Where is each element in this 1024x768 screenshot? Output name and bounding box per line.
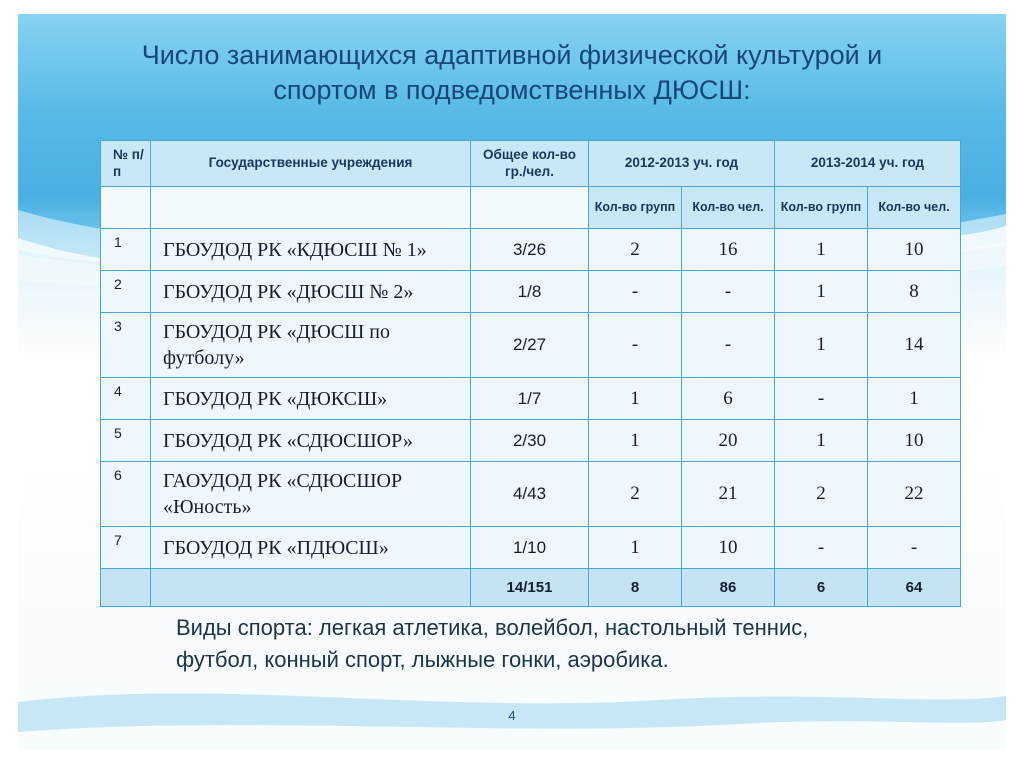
cell-overall: 2/30: [470, 419, 589, 462]
cell-total-groups-2012: 8: [588, 568, 682, 607]
cell-total-people-2012: 86: [681, 568, 775, 607]
cell-people-2013: 8: [867, 270, 961, 313]
cell-people-2012: 10: [681, 526, 775, 569]
cell-row-number: 6: [100, 461, 151, 527]
cell-overall: 4/43: [470, 461, 589, 527]
cell-institution: ГБОУДОД РК «КДЮСШ № 1»: [150, 228, 471, 271]
cell-groups-2013: 2: [774, 461, 868, 527]
cell-row-number: 4: [100, 377, 151, 420]
cell-institution: ГБОУДОД РК «ДЮСШ № 2»: [150, 270, 471, 313]
cell-groups-2012: 1: [588, 526, 682, 569]
cell-groups-2012: 2: [588, 461, 682, 527]
table-row: 4 ГБОУДОД РК «ДЮКСШ» 1/7 1 6 - 1: [100, 377, 961, 420]
cell-groups-2013: 1: [774, 312, 868, 378]
cell-people-2013: 14: [867, 312, 961, 378]
cell-total-people-2013: 64: [867, 568, 961, 607]
cell-people-2012: -: [681, 270, 775, 313]
cell-total-overall: 14/151: [470, 568, 589, 607]
cell-people-2012: 20: [681, 419, 775, 462]
cell-groups-2013: 1: [774, 228, 868, 271]
header-empty-cell: [470, 186, 589, 229]
cell-institution: ГАОУДОД РК «СДЮСШОР «Юность»: [150, 461, 471, 527]
cell-people-2013: 1: [867, 377, 961, 420]
cell-empty: [100, 568, 151, 607]
cell-people-2013: 22: [867, 461, 961, 527]
table-row: 1 ГБОУДОД РК «КДЮСШ № 1» 3/26 2 16 1 10: [100, 228, 961, 271]
cell-empty: [150, 568, 471, 607]
header-institution: Государственные учреждения: [150, 140, 471, 187]
cell-institution: ГБОУДОД РК «СДЮСШОР»: [150, 419, 471, 462]
cell-overall: 1/10: [470, 526, 589, 569]
page-number: 4: [508, 708, 516, 723]
cell-groups-2013: 1: [774, 270, 868, 313]
slide-title: Число занимающихся адаптивной физической…: [141, 40, 883, 106]
table-row: 5 ГБОУДОД РК «СДЮСШОР» 2/30 1 20 1 10: [100, 419, 961, 462]
table-total-row: 14/151 8 86 6 64: [100, 568, 961, 607]
table-row: 6 ГАОУДОД РК «СДЮСШОР «Юность» 4/43 2 21…: [100, 461, 961, 527]
table-row: 3 ГБОУДОД РК «ДЮСШ по футболу» 2/27 - - …: [100, 312, 961, 378]
adaptive-sports-table: № п/п Государственные учреждения Общее к…: [100, 140, 961, 607]
cell-groups-2012: -: [588, 270, 682, 313]
header-people-2012: Кол-во чел.: [681, 186, 775, 229]
cell-institution: ГБОУДОД РК «ДЮСШ по футболу»: [150, 312, 471, 378]
cell-total-groups-2013: 6: [774, 568, 868, 607]
cell-people-2012: 21: [681, 461, 775, 527]
header-empty-cell: [100, 186, 151, 229]
cell-groups-2013: -: [774, 526, 868, 569]
cell-overall: 1/8: [470, 270, 589, 313]
table-header-row-sub: Кол-во групп Кол-во чел. Кол-во групп Ко…: [100, 186, 961, 229]
cell-groups-2012: 1: [588, 377, 682, 420]
cell-row-number: 7: [100, 526, 151, 569]
cell-people-2012: 16: [681, 228, 775, 271]
cell-institution: ГБОУДОД РК «ДЮКСШ»: [150, 377, 471, 420]
cell-overall: 3/26: [470, 228, 589, 271]
header-overall: Общее кол-во гр./чел.: [470, 140, 589, 187]
cell-groups-2012: 2: [588, 228, 682, 271]
cell-people-2013: 10: [867, 228, 961, 271]
cell-overall: 1/7: [470, 377, 589, 420]
table-row: 7 ГБОУДОД РК «ПДЮСШ» 1/10 1 10 - -: [100, 526, 961, 569]
cell-overall: 2/27: [470, 312, 589, 378]
cell-groups-2013: -: [774, 377, 868, 420]
cell-people-2013: -: [867, 526, 961, 569]
header-groups-2013: Кол-во групп: [774, 186, 868, 229]
cell-groups-2012: 1: [588, 419, 682, 462]
header-empty-cell: [150, 186, 471, 229]
cell-row-number: 2: [100, 270, 151, 313]
cell-groups-2013: 1: [774, 419, 868, 462]
cell-row-number: 5: [100, 419, 151, 462]
cell-groups-2012: -: [588, 312, 682, 378]
header-year-2013-2014: 2013-2014 уч. год: [774, 140, 961, 187]
cell-institution: ГБОУДОД РК «ПДЮСШ»: [150, 526, 471, 569]
cell-row-number: 1: [100, 228, 151, 271]
table-header-row-top: № п/п Государственные учреждения Общее к…: [100, 140, 961, 187]
header-groups-2012: Кол-во групп: [588, 186, 682, 229]
header-num: № п/п: [100, 140, 151, 187]
cell-people-2012: 6: [681, 377, 775, 420]
cell-people-2013: 10: [867, 419, 961, 462]
header-year-2012-2013: 2012-2013 уч. год: [588, 140, 775, 187]
cell-people-2012: -: [681, 312, 775, 378]
cell-row-number: 3: [100, 312, 151, 378]
table-row: 2 ГБОУДОД РК «ДЮСШ № 2» 1/8 - - 1 8: [100, 270, 961, 313]
sports-list-note: Виды спорта: легкая атлетика, волейбол, …: [176, 615, 809, 672]
header-people-2013: Кол-во чел.: [867, 186, 961, 229]
